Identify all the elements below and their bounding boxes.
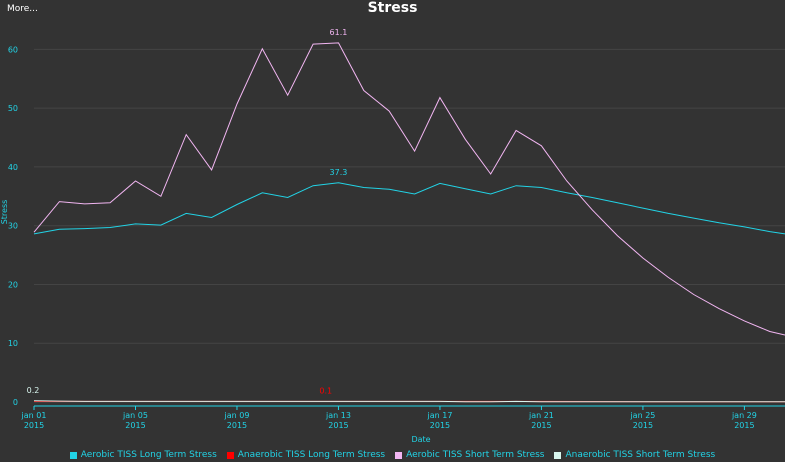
- more-button[interactable]: More...: [7, 4, 38, 14]
- y-tick-label: 30: [8, 222, 18, 231]
- legend-label: Aerobic TISS Long Term Stress: [80, 450, 217, 460]
- x-tick-label: jan 05: [122, 411, 148, 420]
- x-tick-year: 2015: [125, 421, 145, 430]
- legend-item-3[interactable]: Anaerobic TISS Short Term Stress: [554, 450, 715, 460]
- x-tick-label: jan 13: [325, 411, 351, 420]
- legend-label: Anaerobic TISS Long Term Stress: [237, 450, 386, 460]
- series-line-0[interactable]: [33, 182, 785, 235]
- x-tick-label: jan 21: [528, 411, 554, 420]
- x-tick-label: jan 29: [731, 411, 757, 420]
- x-tick-year: 2015: [531, 421, 551, 430]
- grid: [34, 48, 785, 403]
- x-tick-label: jan 09: [224, 411, 250, 420]
- x-tick-year: 2015: [227, 421, 247, 430]
- legend-swatch: [554, 451, 562, 459]
- legend-swatch: [226, 451, 234, 459]
- x-tick-year: 2015: [24, 421, 44, 430]
- y-tick-label: 50: [8, 104, 18, 113]
- legend-item-2[interactable]: Aerobic TISS Short Term Stress: [395, 450, 544, 460]
- legend-label: Aerobic TISS Short Term Stress: [406, 450, 545, 460]
- x-tick-year: 2015: [734, 421, 754, 430]
- y-axis-label: Stress: [0, 200, 9, 225]
- legend: Aerobic TISS Long Term Stress Anaerobic T…: [0, 450, 785, 460]
- data-label: 61.1: [330, 28, 348, 37]
- series-line-2[interactable]: [33, 42, 785, 336]
- series-line-3[interactable]: [33, 400, 785, 403]
- y-tick-label: 20: [8, 280, 18, 289]
- y-tick-label: 40: [8, 163, 18, 172]
- y-tick-label: 60: [8, 45, 18, 54]
- data-label: 37.3: [330, 168, 348, 177]
- legend-swatch: [69, 451, 77, 459]
- chart-title: Stress: [367, 0, 418, 16]
- x-tick-year: 2015: [633, 421, 653, 430]
- legend-label: Anaerobic TISS Short Term Stress: [565, 450, 716, 460]
- series-lines: [33, 42, 785, 403]
- x-axis-label: Date: [411, 435, 430, 444]
- data-labels: 37.3 0.1 61.1 0.2: [27, 28, 348, 395]
- legend-swatch: [395, 451, 403, 459]
- data-label: 0.2: [27, 386, 40, 395]
- x-tick-label: jan 25: [629, 411, 655, 420]
- x-tick-label: jan 01: [21, 411, 47, 420]
- y-tick-label: 10: [8, 339, 18, 348]
- x-tick-year: 2015: [430, 421, 450, 430]
- legend-item-1[interactable]: Anaerobic TISS Long Term Stress: [226, 450, 386, 460]
- x-tick-year: 2015: [328, 421, 348, 430]
- legend-item-0[interactable]: Aerobic TISS Long Term Stress: [69, 450, 217, 460]
- y-tick-label: 0: [13, 398, 18, 407]
- x-tick-label: jan 17: [426, 411, 452, 420]
- data-label: 0.1: [319, 386, 332, 395]
